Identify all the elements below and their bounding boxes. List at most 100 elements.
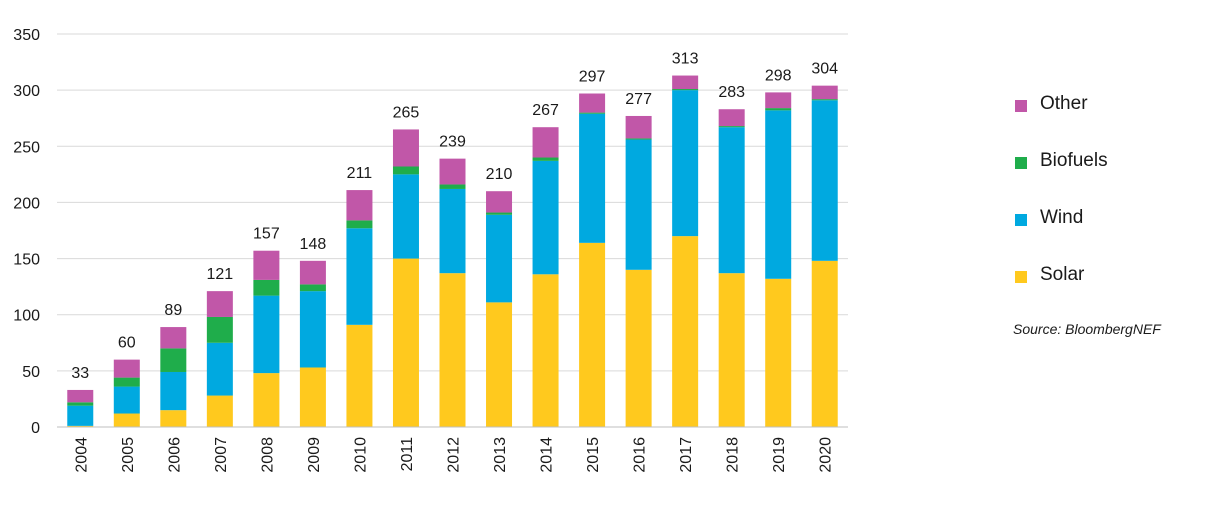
x-tick-label-2013: 2013 [492,437,509,473]
bar-other-2016 [625,115,652,139]
bar-other-2005 [113,359,140,378]
bar-wind-2015 [579,113,606,243]
bar-solar-2016 [625,269,652,427]
source-note: Source: BloombergNEF [1013,321,1161,337]
total-label-2011: 265 [393,104,420,121]
total-label-2010: 211 [347,165,373,182]
bar-wind-2008 [253,295,280,374]
bar-biofuels-2004 [67,402,94,406]
bar-biofuels-2020 [811,99,838,101]
legend-item-biofuels: Biofuels [1015,147,1205,204]
bar-other-2011 [392,129,419,167]
bar-solar-2007 [206,395,233,427]
bar-solar-2013 [486,302,513,427]
bar-other-2004 [67,389,94,403]
legend-swatch-other [1015,100,1027,112]
bar-biofuels-2009 [299,284,326,292]
x-tick-label-2010: 2010 [352,437,369,473]
legend: Other Biofuels Wind Solar [1015,90,1205,318]
bar-solar-2018 [718,273,745,427]
y-axis: 0 50 100 150 200 250 300 350 [13,27,40,437]
bar-other-2020 [811,85,838,100]
bar-wind-2010 [346,228,373,325]
x-tick-label-2006: 2006 [166,437,183,473]
bar-other-2012 [439,158,466,185]
total-label-2017: 313 [672,51,699,68]
total-label-2009: 148 [300,236,327,253]
bar-wind-2016 [625,139,652,270]
bar-other-2007 [206,291,233,317]
bar-solar-2004 [67,425,94,427]
x-tick-label-2017: 2017 [678,437,695,473]
x-axis: 2004 2005 2006 2007 2008 2009 2010 2011 2012 2013… [57,426,848,473]
bar-wind-2018 [718,127,745,274]
y-tick-label: 100 [13,308,40,325]
bar-other-2013 [486,191,513,213]
x-tick-label-2005: 2005 [120,437,137,473]
bar-biofuels-2008 [253,279,280,296]
bar-solar-2015 [579,242,606,427]
x-tick-label-2011: 2011 [399,437,416,472]
bar-biofuels-2007 [206,316,233,343]
bar-solar-2019 [765,278,792,427]
bar-biofuels-2006 [160,348,187,372]
total-label-2004: 33 [71,365,89,382]
total-label-2015: 297 [579,69,606,86]
bar-other-2009 [299,260,326,285]
total-label-2013: 210 [486,166,513,183]
bar-wind-2011 [392,174,419,259]
legend-item-other: Other [1015,90,1205,147]
bar-biofuels-2017 [672,89,699,91]
x-tick-label-2008: 2008 [259,437,276,473]
total-label-2019: 298 [765,67,792,84]
bar-wind-2009 [299,291,326,368]
bar-biofuels-2015 [579,112,606,114]
x-tick-label-2009: 2009 [306,437,323,473]
bar-biofuels-2010 [346,220,373,229]
bar-biofuels-2018 [718,126,745,128]
x-tick-label-2004: 2004 [73,437,90,473]
bar-other-2014 [532,127,559,158]
bar-wind-2006 [160,371,187,411]
legend-item-solar: Solar [1015,261,1205,318]
bar-biofuels-2012 [439,184,466,189]
legend-label-wind: Wind [1040,207,1084,228]
total-label-2014: 267 [532,102,559,119]
x-tick-label-2007: 2007 [213,437,230,473]
y-tick-label: 250 [13,139,40,156]
bar-other-2019 [765,92,792,109]
bar-solar-2017 [672,236,699,427]
bar-wind-2014 [532,160,559,275]
y-tick-label: 50 [22,364,40,381]
total-label-2007: 121 [207,266,234,283]
legend-swatch-biofuels [1015,157,1027,169]
x-tick-label-2016: 2016 [632,437,649,473]
y-tick-label: 300 [13,83,40,100]
total-label-2005: 60 [118,335,136,352]
y-tick-label: 200 [13,195,40,212]
bar-wind-2013 [486,214,513,303]
total-label-2016: 277 [625,91,652,108]
bar-wind-2007 [206,342,233,396]
x-tick-label-2012: 2012 [446,437,463,473]
bar-wind-2005 [113,386,140,414]
total-label-2018: 283 [718,84,745,101]
bar-wind-2020 [811,100,838,261]
legend-swatch-wind [1015,214,1027,226]
bar-solar-2006 [160,410,187,427]
bar-wind-2004 [67,405,94,426]
bar-solar-2010 [346,324,373,427]
bars [67,75,838,427]
bar-biofuels-2016 [625,138,652,140]
bar-other-2008 [253,250,280,280]
bar-other-2018 [718,109,745,127]
bar-biofuels-2011 [392,166,419,175]
total-labels: 33 60 89 121 157 148 211 265 239 210 267 297 277 313 2… [71,51,838,382]
total-label-2020: 304 [811,61,838,78]
legend-item-wind: Wind [1015,204,1205,261]
x-tick-label-2015: 2015 [585,437,602,473]
bar-solar-2020 [811,260,838,427]
bar-biofuels-2013 [486,212,513,215]
legend-label-other: Other [1040,93,1088,114]
bar-wind-2012 [439,188,466,274]
